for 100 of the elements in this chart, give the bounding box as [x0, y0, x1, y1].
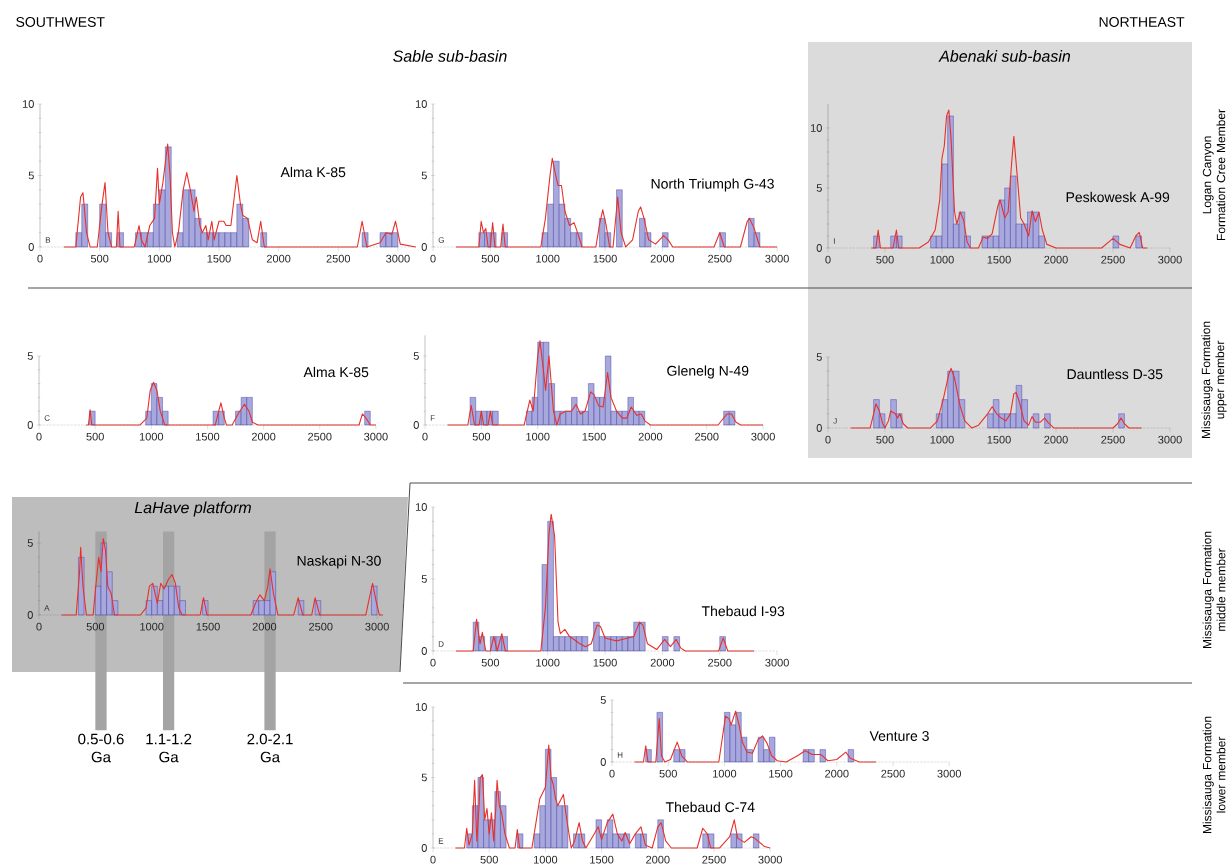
text: LaHave platform: [134, 501, 251, 517]
text: Venture 3: [869, 731, 929, 741]
y-tick-label: 10: [22, 100, 34, 108]
x-tick-label: 2500: [708, 658, 732, 667]
text: G: [438, 237, 444, 243]
y-tick-label: 10: [415, 503, 427, 511]
line-series: [85, 381, 377, 426]
x-tick-label: 3000: [1158, 435, 1182, 444]
text: Alma K-85: [280, 166, 346, 178]
text: E: [438, 838, 444, 844]
x-tick-label: 500: [90, 254, 109, 263]
x-tick-label: 1500: [593, 254, 617, 263]
line-series: [455, 157, 778, 248]
y-tick-label: 5: [27, 352, 33, 360]
text: Sable sub-basin: [393, 50, 507, 62]
y-tick-label: 0: [421, 647, 427, 655]
y-tick-label: 5: [600, 696, 606, 704]
x-tick-label: 0: [36, 622, 42, 631]
x-tick-label: 1000: [147, 254, 172, 263]
y-tick-label: 0: [421, 844, 427, 852]
text: Dauntless D-35: [1067, 368, 1163, 380]
y-tick-label: 5: [816, 353, 822, 361]
x-tick-label: 1500: [987, 255, 1011, 264]
x-tick-label: 2000: [251, 432, 276, 441]
x-tick-label: 3000: [758, 855, 782, 864]
x-tick-label: 500: [86, 432, 104, 441]
y-tick-label: 0: [421, 243, 427, 251]
x-tick-label: 500: [876, 435, 894, 444]
x-tick-label: 0: [825, 435, 831, 444]
text: Missisauga Formation lower member: [1202, 716, 1226, 834]
x-tick-label: 2500: [702, 855, 726, 864]
x-tick-label: 3000: [386, 254, 410, 263]
x-tick-label: 0: [430, 855, 436, 864]
x-tick-label: 2500: [708, 254, 732, 263]
x-tick-label: 2000: [825, 769, 849, 778]
y-tick-label: 5: [28, 171, 34, 180]
text: NORTHEAST: [1099, 17, 1185, 27]
x-tick-label: 1500: [196, 622, 220, 631]
y-tick-label: 5: [27, 539, 33, 547]
x-tick-label: 1000: [139, 432, 164, 441]
y-tick-label: 0: [816, 424, 822, 432]
y-tick-label: 0: [27, 611, 33, 619]
band-label: 0.5-0.6 Ga: [78, 733, 124, 763]
y-tick-label: 10: [810, 124, 822, 132]
x-tick-label: 2500: [1101, 255, 1125, 264]
y-tick-label: 5: [421, 171, 427, 180]
text: Thebaud I-93: [701, 605, 785, 617]
x-tick-label: 2500: [326, 254, 351, 263]
x-tick-label: 2000: [252, 622, 277, 631]
text: Glenelg N-49: [667, 365, 749, 379]
y-tick-label: 0: [816, 244, 822, 252]
bar: [930, 235, 937, 249]
band-label: 2.0-2.1 Ga: [247, 733, 293, 763]
x-tick-label: 500: [876, 255, 894, 264]
y-tick-label: 10: [415, 100, 427, 108]
x-tick-label: 2000: [650, 254, 675, 263]
x-tick-label: 1500: [196, 432, 220, 441]
x-tick-label: 1500: [769, 769, 793, 778]
x-tick-label: 0: [430, 254, 436, 263]
text: Naskapi N-30: [297, 555, 381, 569]
x-tick-label: 1000: [534, 855, 558, 864]
text: Abenaki sub-basin: [938, 50, 1071, 62]
text: North Triumph G-43: [651, 178, 774, 192]
text: B: [45, 237, 51, 243]
text: Missisauga Formation middle member: [1202, 531, 1226, 649]
text: Missisauga Formation upper member: [1201, 321, 1227, 439]
x-tick-label: 0: [609, 769, 615, 778]
x-tick-label: 2500: [309, 622, 333, 631]
text: I: [833, 238, 835, 244]
line-series: [61, 538, 384, 616]
text: D: [438, 641, 444, 647]
y-tick-label: 0: [413, 421, 419, 429]
x-tick-label: 1000: [713, 769, 737, 778]
y-tick-label: 5: [413, 352, 419, 360]
x-tick-label: 2000: [1044, 435, 1068, 444]
x-tick-label: 2500: [695, 432, 719, 441]
x-tick-label: 500: [481, 254, 500, 263]
x-tick-label: 0: [37, 254, 43, 263]
x-tick-label: 3000: [364, 432, 388, 441]
x-tick-label: 500: [481, 658, 500, 667]
text: Peskowesk A-99: [1066, 191, 1170, 203]
text: H: [617, 752, 623, 758]
y-tick-label: 5: [421, 575, 427, 583]
x-tick-label: 1000: [140, 622, 164, 631]
text: F: [430, 415, 435, 421]
x-tick-label: 500: [86, 622, 105, 631]
x-tick-label: 3000: [1158, 255, 1182, 264]
text: C: [44, 415, 50, 421]
x-tick-label: 500: [659, 769, 677, 778]
x-tick-label: 2500: [1101, 435, 1125, 444]
x-tick-label: 500: [472, 432, 491, 441]
x-tick-label: 3000: [365, 622, 389, 631]
x-tick-label: 3000: [765, 254, 789, 263]
y-tick-label: 10: [415, 703, 427, 711]
x-tick-label: 1000: [930, 435, 954, 444]
text: Thebaud C-74: [665, 801, 755, 813]
x-tick-label: 1000: [930, 255, 954, 264]
x-tick-label: 3000: [751, 432, 775, 441]
x-tick-label: 3000: [765, 658, 789, 667]
x-tick-label: 0: [825, 255, 831, 264]
